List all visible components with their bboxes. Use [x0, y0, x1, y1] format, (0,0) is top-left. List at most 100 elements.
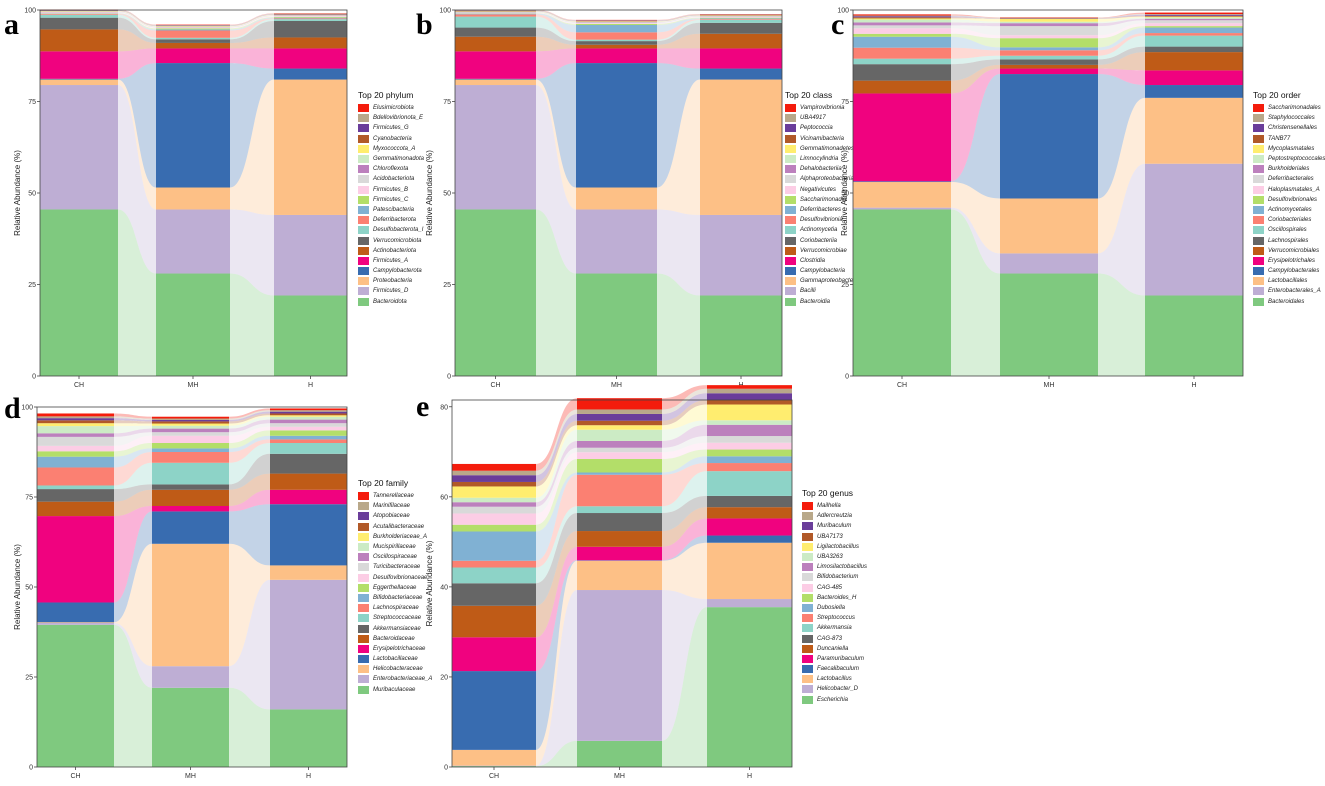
flow-band — [118, 209, 156, 376]
bar-segment — [707, 607, 792, 767]
legend-item: Mucispirillaceae — [358, 542, 432, 552]
bar-segment — [270, 413, 347, 416]
legend-swatch — [358, 297, 369, 306]
legend-item: UBA7173 — [802, 532, 867, 542]
flow-band — [229, 543, 270, 667]
flow-band — [951, 47, 1000, 59]
legend-swatch — [785, 256, 796, 265]
bar-segment — [452, 637, 536, 672]
bar-segment — [452, 470, 536, 476]
bar-segment — [452, 605, 536, 638]
bar-segment — [700, 22, 782, 34]
bar-segment — [707, 442, 792, 450]
flow-band — [1098, 18, 1145, 27]
flow-band — [536, 740, 577, 767]
legend-item: Actinomycetales — [1253, 205, 1325, 215]
bar-segment — [40, 78, 118, 80]
legend-swatch — [802, 573, 813, 582]
bar-segment — [152, 448, 229, 452]
legend-label: Mailhella — [817, 503, 841, 510]
bar-segment — [270, 426, 347, 431]
bar-segment — [452, 560, 536, 568]
flow-band — [536, 12, 576, 24]
legend-item: Gammaproteobacteria — [785, 276, 860, 286]
legend-swatch — [358, 675, 369, 684]
flow-band — [536, 452, 577, 525]
bar-segment — [707, 463, 792, 472]
flow-band — [118, 9, 156, 26]
bar-segment — [707, 424, 792, 437]
legend-item: Saccharimonadia — [785, 195, 860, 205]
flow-band — [229, 489, 270, 512]
legend-label: Campylobacterota — [373, 268, 422, 275]
flow-band — [1098, 15, 1145, 19]
legend-item: Muribaculum — [802, 521, 867, 531]
bar-segment — [270, 410, 347, 412]
bar-segment — [707, 420, 792, 425]
legend-swatch — [802, 654, 813, 663]
flow-band — [229, 410, 270, 420]
flow-band — [114, 432, 152, 446]
x-tick-label: CH — [897, 382, 907, 389]
legend-label: Elusimicrobiota — [373, 105, 414, 112]
bar-segment — [274, 20, 347, 38]
legend-label: Akkermansia — [817, 625, 852, 632]
legend-swatch — [358, 502, 369, 511]
y-axis-label: Relative Abundance (%) — [425, 540, 434, 626]
legend-item: Atopobiaceae — [358, 511, 432, 521]
flow-band — [657, 14, 700, 21]
bar-segment — [1000, 253, 1098, 274]
bar-segment — [40, 14, 118, 18]
legend-item: Bifidobacterium — [802, 572, 867, 582]
plot-area: CH MH H 0 25 50 75 100 Relative Abundance (%) — [13, 8, 348, 389]
bar-segment — [274, 295, 347, 376]
flow-band — [662, 442, 707, 459]
bar-segment — [853, 22, 951, 26]
y-tick-label: 0 — [444, 765, 448, 772]
bar-segment — [40, 79, 118, 86]
legend-swatch — [1253, 226, 1264, 235]
legend-swatch — [785, 277, 796, 286]
bar-segment — [274, 48, 347, 69]
flow-band — [951, 59, 1000, 81]
flow-band — [536, 420, 577, 487]
legend-label: Verrucomicrobiales — [1268, 247, 1320, 254]
flow-band — [1098, 33, 1145, 56]
flow-band — [951, 36, 1000, 51]
flow-band — [118, 17, 156, 43]
bar-segment — [152, 418, 229, 420]
legend-swatch — [358, 144, 369, 153]
bar-segment — [452, 671, 536, 750]
legend-swatch — [785, 216, 796, 225]
bar-segment — [1000, 23, 1098, 27]
bar-segment — [576, 209, 657, 274]
legend-item: Myxococcota_A — [358, 144, 424, 154]
bar-segment — [576, 23, 657, 26]
flow-band — [114, 489, 152, 517]
bar-segment — [1145, 70, 1243, 86]
legend-label: Coriobacteriales — [1268, 217, 1312, 224]
bar-segment — [1000, 47, 1098, 51]
bar-segment — [40, 17, 118, 30]
legend-swatch — [1253, 165, 1264, 174]
legend-item: Bifidobacteriaceae — [358, 593, 432, 603]
bar-segment — [707, 393, 792, 400]
legend-item: Bdellovibrionota_E — [358, 113, 424, 123]
bar-segment — [156, 29, 230, 31]
bar-segment — [700, 214, 782, 296]
bar-segment — [37, 467, 114, 486]
y-tick-label: 25 — [28, 282, 36, 289]
bar-segment — [274, 16, 347, 17]
legend-item: Campylobacteria — [785, 266, 860, 276]
x-tick-label: CH — [489, 773, 499, 780]
flow-band — [657, 16, 700, 23]
flow-band — [229, 408, 270, 419]
legend-item: Peptococcia — [785, 123, 860, 133]
flow-band — [951, 55, 1000, 65]
legend-label: Acutalibacteraceae — [373, 523, 425, 530]
flow-band — [536, 85, 576, 274]
y-tick-label: 50 — [443, 191, 451, 198]
bar-segment — [156, 30, 230, 38]
flow-band — [536, 11, 576, 22]
bar-segment — [270, 565, 347, 580]
